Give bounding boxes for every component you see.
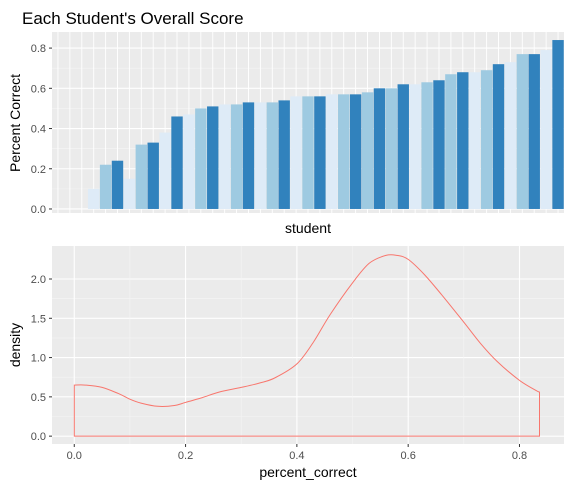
bar xyxy=(326,94,338,209)
bar xyxy=(373,88,386,209)
bar xyxy=(195,108,207,209)
y-tick-label: 1.5 xyxy=(31,313,46,325)
y-tick-label: 0.6 xyxy=(31,83,46,95)
bar xyxy=(528,54,540,209)
y-tick-label: 0.5 xyxy=(31,392,46,404)
x-tick-label: 0.6 xyxy=(401,450,416,462)
bar-chart-y-ticks: 0.0 0.2 0.4 0.6 0.8 xyxy=(31,43,46,216)
bar xyxy=(457,72,469,209)
bar xyxy=(123,178,136,209)
bar xyxy=(349,94,362,209)
bar xyxy=(99,164,112,209)
bar xyxy=(445,74,457,209)
bar xyxy=(159,132,171,209)
bar xyxy=(290,96,302,209)
bar xyxy=(516,54,529,209)
bar xyxy=(480,70,493,209)
bar xyxy=(361,92,374,209)
y-tick-label: 1.0 xyxy=(31,353,46,365)
bar xyxy=(504,62,517,209)
bar xyxy=(552,40,564,209)
density-curve xyxy=(73,254,540,437)
bar xyxy=(338,94,350,209)
bar xyxy=(111,160,124,209)
bar xyxy=(468,72,481,209)
bar xyxy=(147,142,159,209)
bar-chart: 0.0 0.2 0.4 0.6 0.8 student Percent Correct xyxy=(7,32,564,236)
x-tick-label: 0.0 xyxy=(67,450,82,462)
bar xyxy=(397,84,409,209)
density-chart-gridlines xyxy=(49,246,564,447)
x-tick-label: 0.4 xyxy=(289,450,304,462)
bar-chart-x-label: student xyxy=(285,220,331,236)
bar xyxy=(409,84,421,209)
bar xyxy=(266,102,278,209)
bar xyxy=(230,104,243,209)
y-tick-label: 0.0 xyxy=(31,431,46,443)
bar xyxy=(278,100,290,209)
y-tick-label: 0.0 xyxy=(31,204,46,216)
bar-chart-bars xyxy=(87,40,564,209)
bar xyxy=(242,102,255,209)
x-tick-label: 0.2 xyxy=(178,450,193,462)
bar-chart-y-label: Percent Correct xyxy=(7,74,23,172)
density-chart-x-ticks: 0.0 0.2 0.4 0.6 0.8 xyxy=(67,450,528,462)
bar xyxy=(314,96,326,209)
bar xyxy=(207,106,219,209)
bar xyxy=(254,102,267,209)
y-tick-label: 0.8 xyxy=(31,43,46,55)
x-tick-label: 0.8 xyxy=(512,450,527,462)
bar xyxy=(433,80,445,209)
density-chart-y-ticks: 0.0 0.5 1.0 1.5 2.0 xyxy=(31,274,46,443)
bar xyxy=(385,88,398,209)
density-chart-panel xyxy=(52,246,564,444)
chart-title: Each Student's Overall Score xyxy=(22,9,244,28)
bar xyxy=(183,114,195,209)
y-tick-label: 0.2 xyxy=(31,164,46,176)
y-tick-label: 0.4 xyxy=(31,124,46,136)
bar xyxy=(135,144,148,209)
bar xyxy=(87,188,100,209)
bar xyxy=(171,116,183,209)
density-chart-x-label: percent_correct xyxy=(259,464,356,480)
density-chart: 0.0 0.2 0.4 0.6 0.8 0.0 0.5 1.0 1.5 2.0 percent_… xyxy=(7,246,564,480)
density-chart-y-label: density xyxy=(7,323,23,367)
y-tick-label: 2.0 xyxy=(31,274,46,286)
bar xyxy=(540,50,552,209)
bar xyxy=(218,104,231,209)
bar xyxy=(492,64,505,209)
bar xyxy=(421,82,433,209)
bar xyxy=(302,96,314,209)
